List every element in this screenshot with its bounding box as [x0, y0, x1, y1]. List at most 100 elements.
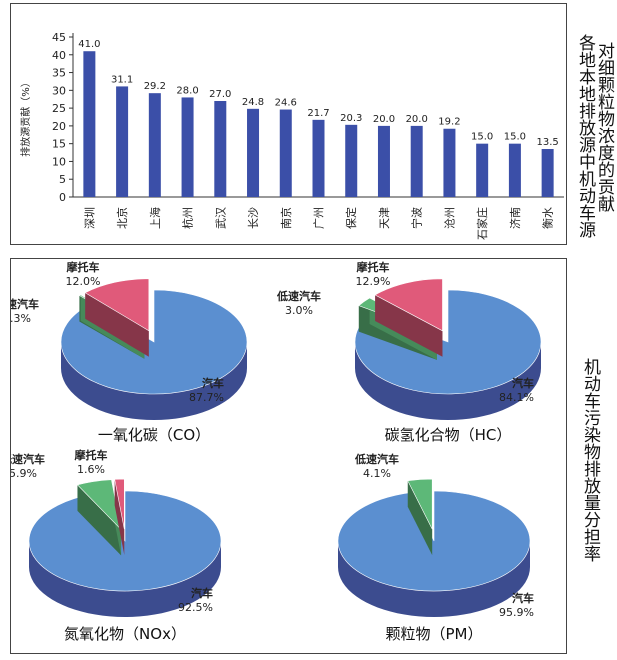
x-tick-label: 南京: [279, 207, 293, 229]
x-tick-label: 北京: [115, 207, 129, 229]
bar: [116, 86, 129, 197]
y-tick-label: 25: [52, 102, 66, 115]
pie-slice-value: 3.0%: [285, 304, 313, 317]
pie-slice: [76, 479, 122, 531]
bar-value-label: 13.5: [537, 137, 559, 148]
pie-slice-value: 1.6%: [77, 463, 105, 476]
pie-slice: [84, 278, 150, 332]
pie-slice-name: 低速汽车: [276, 289, 321, 303]
y-tick-label: 45: [52, 31, 66, 44]
y-tick-label: 5: [59, 173, 66, 186]
y-axis-label: 排放源贡献（%）: [19, 77, 32, 157]
pie-slice-value: 87.7%: [189, 391, 224, 404]
x-tick-label: 保定: [344, 207, 358, 229]
y-tick-label: 0: [59, 191, 66, 204]
bar-value-label: 31.1: [111, 74, 133, 85]
pie-slice-name: 摩托车: [75, 448, 108, 462]
bar-value-label: 24.8: [242, 97, 264, 108]
bar: [541, 149, 554, 197]
x-tick-label: 济南: [508, 207, 522, 229]
pie-slice-name: 汽车: [202, 376, 224, 390]
bar-value-label: 21.7: [307, 108, 329, 119]
x-tick-label: 杭州: [181, 207, 195, 229]
pie-title: 氮氧化物（NOx）: [64, 625, 186, 643]
bar-value-label: 24.6: [275, 98, 297, 109]
pie-slice: [354, 289, 542, 395]
pie-slice-value: 12.9%: [356, 275, 391, 288]
bar-chart-title-line2: 各地本地排放源中机动车源: [575, 34, 595, 238]
y-tick-label: 40: [52, 49, 66, 62]
bar-chart-panel: 0 5 10 15 20 25 30 35 40 45 排放源贡献（%） 41.0 深圳 31.1 北京 29…: [10, 3, 567, 245]
bar-value-label: 20.0: [373, 114, 395, 125]
pie-slice-name: 低速汽车: [354, 452, 399, 466]
pie-slice-side: [355, 342, 541, 420]
bar-value-label: 19.2: [438, 117, 460, 128]
y-tick-label: 10: [52, 155, 66, 168]
pie-slice-name: 汽车: [191, 586, 213, 600]
pie-slice-wall: [114, 479, 125, 556]
pie-title: 颗粒物（PM）: [386, 625, 483, 643]
bar: [508, 143, 521, 197]
bar: [312, 119, 325, 197]
bar-value-label: 28.0: [176, 85, 198, 96]
x-tick-label: 深圳: [83, 207, 96, 229]
pie-slice-side: [61, 342, 247, 420]
bar: [443, 128, 456, 197]
pie-slice-name: 低速汽车: [11, 452, 45, 466]
bar: [410, 125, 423, 197]
pie-title: 碳氢化合物（HC）: [385, 426, 512, 444]
x-tick-label: 沧州: [442, 207, 456, 229]
y-tick-label: 15: [52, 138, 66, 151]
pie-slice-wall: [85, 292, 149, 357]
pie-slice: [374, 278, 443, 332]
pie-slice-name: 摩托车: [67, 260, 100, 274]
bar: [247, 108, 260, 197]
bar: [148, 93, 161, 197]
x-tick-label: 宁波: [410, 207, 424, 229]
pie-slice: [407, 478, 433, 530]
bar: [214, 101, 227, 197]
bar: [476, 143, 489, 197]
y-tick-label: 30: [52, 84, 66, 97]
x-tick-label: 上海: [148, 207, 162, 229]
y-tick-label: 35: [52, 67, 66, 80]
pie-slice-wall: [375, 294, 443, 357]
bar-value-label: 41.0: [78, 39, 100, 50]
pie-slice-value: 0.3%: [11, 312, 31, 325]
pie-slice-name: 汽车: [512, 376, 534, 390]
pie-slice-value: 92.5%: [178, 601, 213, 614]
pie-slice: [114, 478, 125, 530]
pie-slice-value: 5.9%: [11, 467, 37, 480]
x-tick-label: 武汉: [214, 207, 227, 229]
pie-slice-value: 95.9%: [499, 606, 534, 619]
pie-slice: [337, 490, 531, 592]
pie-slice-side: [29, 541, 221, 617]
bar: [83, 51, 96, 197]
pie-slice-name: 低速汽车: [11, 297, 39, 311]
pie-charts-panel: 汽车87.7%低速汽车0.3%摩托车12.0%一氧化碳（CO）汽车84.1%低速…: [0, 258, 567, 654]
bar: [279, 109, 292, 197]
bar-value-label: 27.0: [209, 89, 231, 100]
bar-value-label: 15.0: [504, 132, 526, 143]
bar: [345, 124, 358, 197]
pie-section-title: 机动车污染物排放量分担率: [580, 358, 600, 562]
pie-slice: [28, 490, 222, 592]
y-tick-label: 20: [52, 120, 66, 133]
bar-value-label: 15.0: [471, 132, 493, 143]
pie-slice-wall: [77, 484, 122, 556]
bar: [377, 125, 390, 197]
x-tick-label: 衡水: [542, 207, 555, 229]
pie-title: 一氧化碳（CO）: [98, 426, 210, 444]
bar-value-label: 20.0: [406, 114, 428, 125]
bar-value-label: 20.3: [340, 113, 362, 124]
pie-slice-name: 汽车: [512, 591, 534, 605]
x-tick-label: 长沙: [247, 207, 260, 229]
pie-slice-side: [338, 541, 530, 617]
pie-slice-value: 12.0%: [66, 275, 101, 288]
pie-slice-value: 4.1%: [363, 467, 391, 480]
pie-slice-value: 84.1%: [499, 391, 534, 404]
x-tick-label: 天津: [378, 207, 391, 229]
bar: [181, 97, 194, 197]
bar-chart: 0 5 10 15 20 25 30 35 40 45 排放源贡献（%） 41.0 深圳 31.1 北京 29…: [19, 31, 564, 240]
bar-chart-title-line1: 对细颗粒物浓度的贡献: [594, 42, 614, 212]
